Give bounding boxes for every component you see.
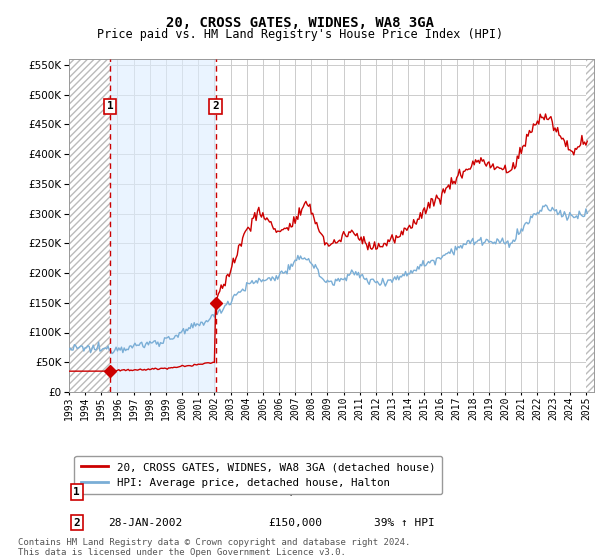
Bar	[69, 59, 110, 392]
Text: 2: 2	[74, 517, 80, 528]
Text: 18-JUL-1995: 18-JUL-1995	[109, 487, 182, 497]
Text: 1: 1	[107, 101, 113, 111]
Text: £35,000: £35,000	[269, 487, 316, 497]
Text: 20, CROSS GATES, WIDNES, WA8 3GA: 20, CROSS GATES, WIDNES, WA8 3GA	[166, 16, 434, 30]
Bar	[586, 59, 594, 392]
Text: 28-JAN-2002: 28-JAN-2002	[109, 517, 182, 528]
Text: 39% ↑ HPI: 39% ↑ HPI	[373, 517, 434, 528]
Text: Price paid vs. HM Land Registry's House Price Index (HPI): Price paid vs. HM Land Registry's House …	[97, 28, 503, 41]
Text: £150,000: £150,000	[269, 517, 323, 528]
Text: 52% ↓ HPI: 52% ↓ HPI	[373, 487, 434, 497]
Legend: 20, CROSS GATES, WIDNES, WA8 3GA (detached house), HPI: Average price, detached : 20, CROSS GATES, WIDNES, WA8 3GA (detach…	[74, 456, 442, 494]
Text: Contains HM Land Registry data © Crown copyright and database right 2024.
This d: Contains HM Land Registry data © Crown c…	[18, 538, 410, 557]
Text: 1: 1	[74, 487, 80, 497]
Text: 2: 2	[212, 101, 219, 111]
Bar	[110, 59, 215, 392]
